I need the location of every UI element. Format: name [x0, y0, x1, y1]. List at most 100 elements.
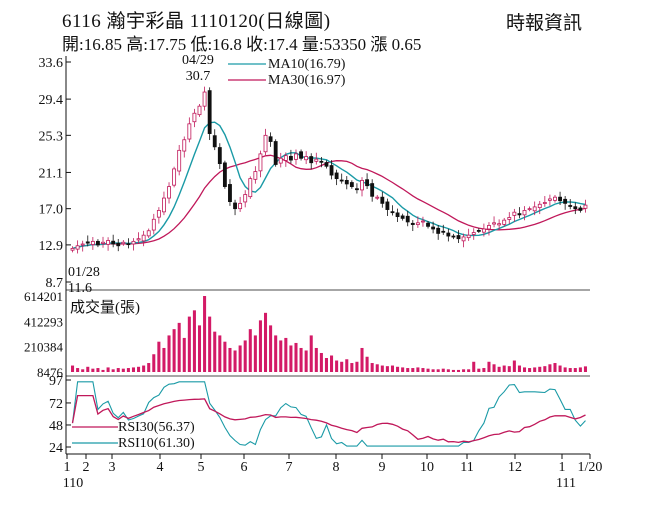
volume-bar	[319, 352, 323, 372]
volume-tick-label: 412293	[24, 314, 63, 329]
volume-bar	[86, 366, 90, 372]
candle-body	[502, 219, 507, 225]
volume-tick-label: 210384	[24, 340, 64, 355]
candle-body	[228, 184, 232, 202]
volume-bar	[147, 363, 151, 372]
candle-body	[456, 235, 461, 240]
low-date-annotation: 01/28	[68, 265, 100, 280]
volume-bar	[573, 368, 577, 372]
volume-tick-label: 614201	[24, 289, 63, 304]
x-year-label: 110	[63, 476, 83, 491]
volume-bar	[289, 345, 293, 372]
candle-body	[278, 157, 283, 164]
candle-body	[517, 213, 522, 216]
price-tick-label: 8.7	[46, 276, 64, 291]
volume-bar	[426, 368, 430, 372]
x-tick-label: 7	[286, 460, 293, 475]
volume-bar	[390, 365, 395, 372]
candle-body	[370, 183, 375, 197]
candle-body	[334, 172, 339, 180]
candle-body	[578, 207, 583, 211]
candle-body	[385, 201, 390, 210]
candle-body	[187, 123, 192, 140]
volume-bar	[309, 335, 313, 372]
volume-bar	[197, 325, 202, 372]
volume-bar	[172, 329, 176, 372]
volume-bar	[406, 368, 410, 372]
volume-bar	[335, 360, 339, 372]
price-tick-label: 33.6	[39, 56, 64, 71]
x-tick-label: 8	[333, 460, 340, 475]
volume-bar	[126, 368, 130, 372]
volume-bar	[467, 369, 471, 372]
candle-body	[273, 141, 278, 165]
candle-body	[172, 168, 177, 186]
x-tick-label: 3	[109, 460, 116, 475]
volume-bar	[96, 368, 100, 372]
candle-body	[253, 171, 258, 180]
daily-stats: 開:16.85 高:17.75 低:16.8 收:17.4 量:53350 漲 …	[62, 35, 422, 54]
volume-bar	[416, 367, 420, 372]
candle-body	[156, 210, 161, 218]
high-value-annotation: 30.7	[186, 69, 211, 84]
candle-body	[238, 202, 243, 210]
volume-bar	[517, 365, 521, 372]
candle-body	[141, 234, 146, 242]
volume-bar	[81, 369, 85, 372]
candle-body	[431, 226, 436, 230]
candle-body	[248, 178, 253, 198]
candle-body	[390, 211, 395, 214]
candle-body	[111, 240, 116, 245]
volume-bar	[451, 369, 455, 372]
candle-body	[151, 218, 156, 231]
candle-body	[146, 230, 151, 237]
volume-bar	[340, 361, 344, 372]
candle-body	[380, 196, 385, 204]
volume-bar	[223, 341, 227, 372]
candle-body	[324, 162, 329, 167]
volume-bar	[167, 335, 171, 372]
candle-body	[466, 234, 471, 239]
volume-bar	[91, 368, 95, 372]
candle-body	[476, 230, 481, 232]
candle-body	[80, 243, 85, 246]
candle-body	[294, 153, 298, 160]
candle-body	[522, 210, 527, 216]
price-legend-label: MA10(16.79)	[268, 57, 346, 72]
candle-body	[507, 217, 512, 220]
volume-bar	[192, 310, 196, 372]
volume-bar	[345, 359, 349, 372]
x-tick-label: 1	[559, 460, 566, 475]
volume-bar	[238, 345, 242, 372]
candle-body	[126, 243, 131, 246]
candle-body	[400, 215, 405, 219]
candle-body	[90, 240, 95, 245]
volume-bar	[522, 367, 527, 372]
candle-body	[492, 222, 496, 225]
volume-bar	[528, 368, 532, 372]
x-year-label: 111	[556, 476, 576, 491]
x-tick-label: 1	[64, 460, 71, 475]
x-tick-label: 4	[157, 460, 164, 475]
volume-bar	[294, 342, 298, 372]
candle-body	[405, 215, 410, 223]
volume-bar	[218, 335, 222, 372]
volume-bar	[314, 347, 318, 372]
price-tick-label: 17.0	[39, 203, 64, 218]
volume-bar	[233, 350, 237, 372]
volume-bar	[446, 369, 450, 372]
candle-body	[542, 202, 547, 204]
volume-bar	[538, 366, 542, 372]
candle-body	[233, 202, 237, 210]
volume-bar	[182, 337, 186, 372]
candle-body	[263, 134, 268, 153]
candle-body	[553, 196, 557, 201]
candle-body	[101, 241, 105, 244]
volume-bar	[492, 364, 496, 372]
candle-body	[70, 248, 75, 251]
rsi30-line	[71, 394, 586, 444]
candle-body	[314, 158, 319, 162]
candle-body	[365, 179, 370, 187]
candle-body	[207, 90, 212, 134]
volume-bar	[472, 361, 476, 372]
